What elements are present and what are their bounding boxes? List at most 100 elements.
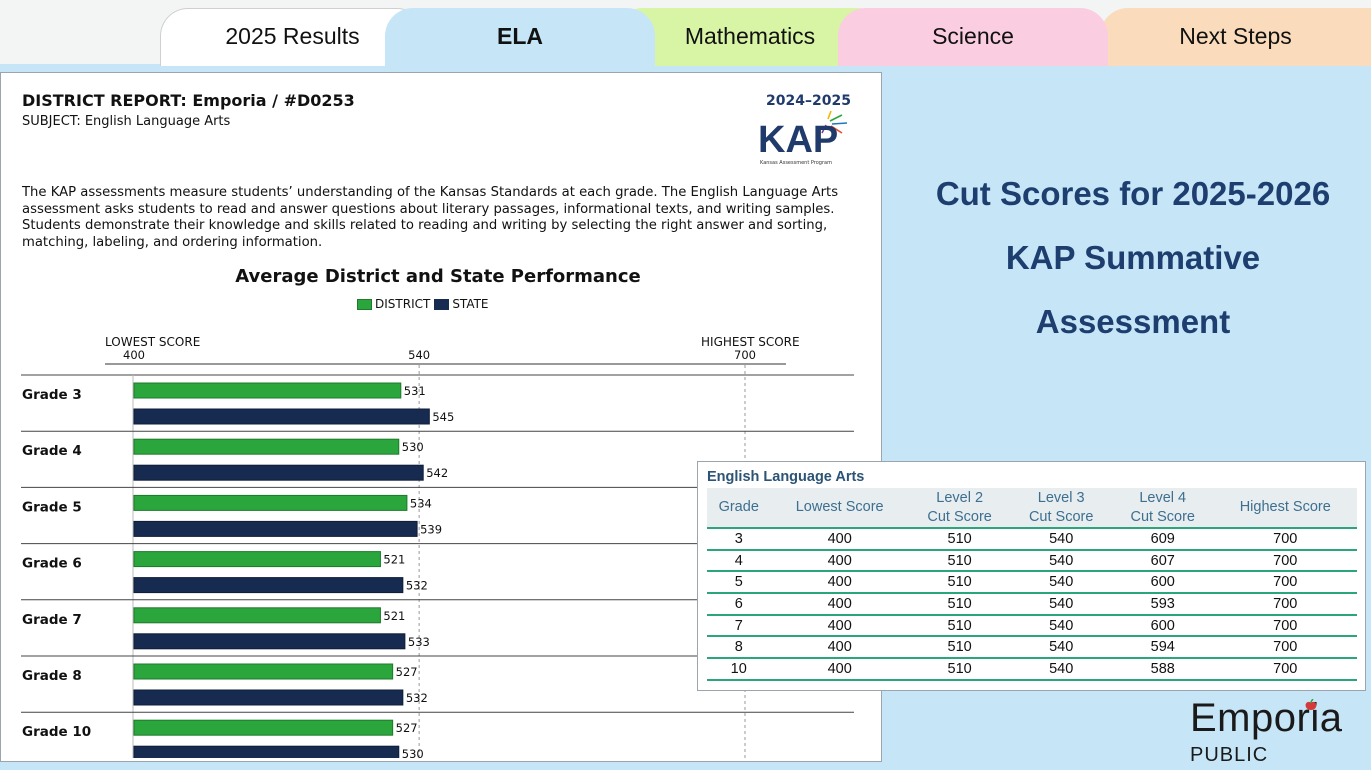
- cut-score-panel: English Language Arts Grade Lowest Score…: [697, 461, 1366, 691]
- cut-score-header-row: Grade Lowest Score Level 2 Cut Score Leve…: [707, 488, 1357, 529]
- bar-district: [133, 719, 394, 736]
- table-cell: 540: [1010, 549, 1112, 573]
- table-cell: 510: [908, 528, 1011, 551]
- bar-state: [133, 633, 406, 650]
- table-row: 6 400 510 540 593 700: [707, 593, 1357, 616]
- table-cell: 4: [707, 549, 771, 573]
- table-cell: 510: [908, 658, 1011, 681]
- category-label: Grade 4: [22, 443, 82, 459]
- table-cell: 593: [1111, 593, 1214, 616]
- table-cell: 540: [1010, 636, 1112, 660]
- tab-ela[interactable]: ELA: [385, 8, 655, 66]
- sparkle-icon: [821, 111, 848, 134]
- data-label: 521: [383, 553, 405, 567]
- brand-name: Emporia: [1190, 696, 1343, 740]
- bar-district: [133, 551, 381, 568]
- table-cell: 540: [1010, 614, 1112, 638]
- report-subject: SUBJECT: English Language Arts: [22, 114, 231, 129]
- table-cell: 540: [1010, 658, 1112, 681]
- table-cell: 400: [770, 571, 909, 595]
- table-cell: 400: [770, 593, 909, 616]
- table-cell: 540: [1010, 593, 1112, 616]
- table-cell: 400: [770, 636, 909, 660]
- data-label: 532: [406, 691, 428, 705]
- bar-state: [133, 577, 404, 594]
- table-cell: 400: [770, 658, 909, 681]
- tick-label: 540: [408, 348, 430, 362]
- tab-science[interactable]: Science: [838, 8, 1108, 66]
- tab-next-steps[interactable]: Next Steps: [1100, 8, 1371, 66]
- cut-score-title: English Language Arts: [707, 469, 865, 485]
- data-label: 530: [402, 747, 424, 758]
- table-cell: 588: [1111, 658, 1214, 681]
- table-cell: 8: [707, 636, 771, 660]
- table-cell: 400: [770, 549, 909, 573]
- table-cell: 510: [908, 636, 1011, 660]
- cut-score-table: Grade Lowest Score Level 2 Cut Score Leve…: [707, 488, 1357, 681]
- data-label: 532: [406, 579, 428, 593]
- chart-legend: DISTRICT STATE: [357, 297, 493, 311]
- data-label: 545: [432, 410, 454, 424]
- headline-line-2: KAP Summative: [1005, 239, 1261, 276]
- table-cell: 510: [908, 549, 1011, 573]
- category-label: Grade 6: [22, 556, 82, 572]
- table-row: 4 400 510 540 607 700: [707, 549, 1357, 573]
- legend-label-state: STATE: [452, 297, 489, 311]
- report-description: The KAP assessments measure students’ un…: [22, 185, 839, 250]
- table-cell: 700: [1213, 571, 1357, 595]
- table-cell: 700: [1213, 636, 1357, 660]
- data-label: 521: [383, 609, 405, 623]
- tab-bar: 2025 Results Mathematics Next Steps Scie…: [0, 0, 1371, 66]
- table-cell: 540: [1010, 528, 1112, 551]
- brand-subtitle: PUBLIC SCHOOLS: [1190, 744, 1294, 770]
- tab-2025-results[interactable]: 2025 Results: [160, 8, 425, 66]
- axis-label-highest: HIGHEST SCORE: [701, 335, 800, 349]
- table-cell: 510: [908, 571, 1011, 595]
- data-label: 542: [426, 466, 448, 480]
- header-highest-score: Highest Score: [1213, 488, 1357, 529]
- category-label: Grade 7: [22, 612, 82, 628]
- tab-label: 2025 Results: [225, 23, 360, 49]
- cut-score-body: 3 400 510 540 609 700 4 400 510 540 607 700 5 400 510 5…: [707, 528, 1357, 681]
- header-lowest-score: Lowest Score: [770, 488, 909, 529]
- report-title: DISTRICT REPORT: Emporia / #D0253: [22, 91, 355, 110]
- bar-state: [133, 520, 418, 537]
- performance-chart: LOWEST SCORE HIGHEST SCORE 400 540 700 Grade …: [21, 335, 854, 758]
- headline-line-1: Cut Scores for 2025-2026: [935, 175, 1331, 212]
- table-cell: 400: [770, 614, 909, 638]
- bar-state: [133, 689, 404, 706]
- data-label: 531: [404, 384, 426, 398]
- table-cell: 700: [1213, 614, 1357, 638]
- data-label: 527: [396, 721, 418, 735]
- data-label: 539: [420, 522, 442, 536]
- district-report: DISTRICT REPORT: Emporia / #D0253 SUBJEC…: [0, 72, 882, 762]
- table-row: 10 400 510 540 588 700: [707, 658, 1357, 681]
- table-cell: 540: [1010, 571, 1112, 595]
- bar-state: [133, 408, 430, 425]
- table-row: 5 400 510 540 600 700: [707, 571, 1357, 595]
- headline: Cut Scores for 2025-2026 KAP Summative A…: [900, 162, 1366, 354]
- table-cell: 700: [1213, 549, 1357, 573]
- tick-label: 400: [123, 348, 145, 362]
- bar-state: [133, 745, 400, 758]
- bar-district: [133, 494, 408, 511]
- table-cell: 700: [1213, 658, 1357, 681]
- apple-icon: [1305, 699, 1317, 710]
- table-cell: 607: [1111, 549, 1214, 573]
- legend-swatch-state: [434, 298, 450, 310]
- table-cell: 10: [707, 658, 771, 681]
- data-label: 533: [408, 635, 430, 649]
- bar-district: [133, 382, 402, 399]
- table-row: 3 400 510 540 609 700: [707, 528, 1357, 551]
- tab-label: Next Steps: [1179, 22, 1292, 49]
- tick-label: 700: [734, 348, 756, 362]
- header-level-4: Level 4 Cut Score: [1111, 488, 1214, 529]
- table-cell: 7: [707, 614, 771, 638]
- bar-district: [133, 438, 400, 455]
- table-row: 8 400 510 540 594 700: [707, 636, 1357, 660]
- legend-swatch-district: [357, 298, 372, 310]
- table-cell: 600: [1111, 571, 1214, 595]
- table-cell: 6: [707, 593, 771, 616]
- bar-district: [133, 607, 381, 624]
- data-label: 530: [402, 440, 424, 454]
